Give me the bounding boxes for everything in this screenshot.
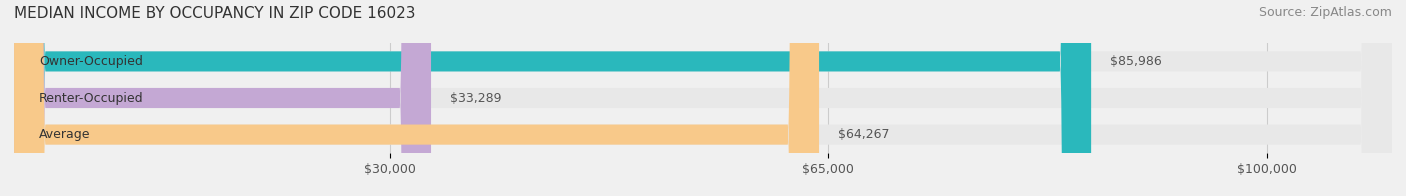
Text: $64,267: $64,267 [838,128,890,141]
FancyBboxPatch shape [14,0,1392,196]
Text: Source: ZipAtlas.com: Source: ZipAtlas.com [1258,6,1392,19]
Text: Owner-Occupied: Owner-Occupied [39,55,143,68]
Text: $85,986: $85,986 [1109,55,1161,68]
Text: Average: Average [39,128,90,141]
FancyBboxPatch shape [14,0,1392,196]
FancyBboxPatch shape [14,0,1091,196]
FancyBboxPatch shape [14,0,432,196]
FancyBboxPatch shape [14,0,1392,196]
Text: Renter-Occupied: Renter-Occupied [39,92,143,104]
Text: $33,289: $33,289 [450,92,502,104]
FancyBboxPatch shape [14,0,820,196]
Text: MEDIAN INCOME BY OCCUPANCY IN ZIP CODE 16023: MEDIAN INCOME BY OCCUPANCY IN ZIP CODE 1… [14,6,416,21]
